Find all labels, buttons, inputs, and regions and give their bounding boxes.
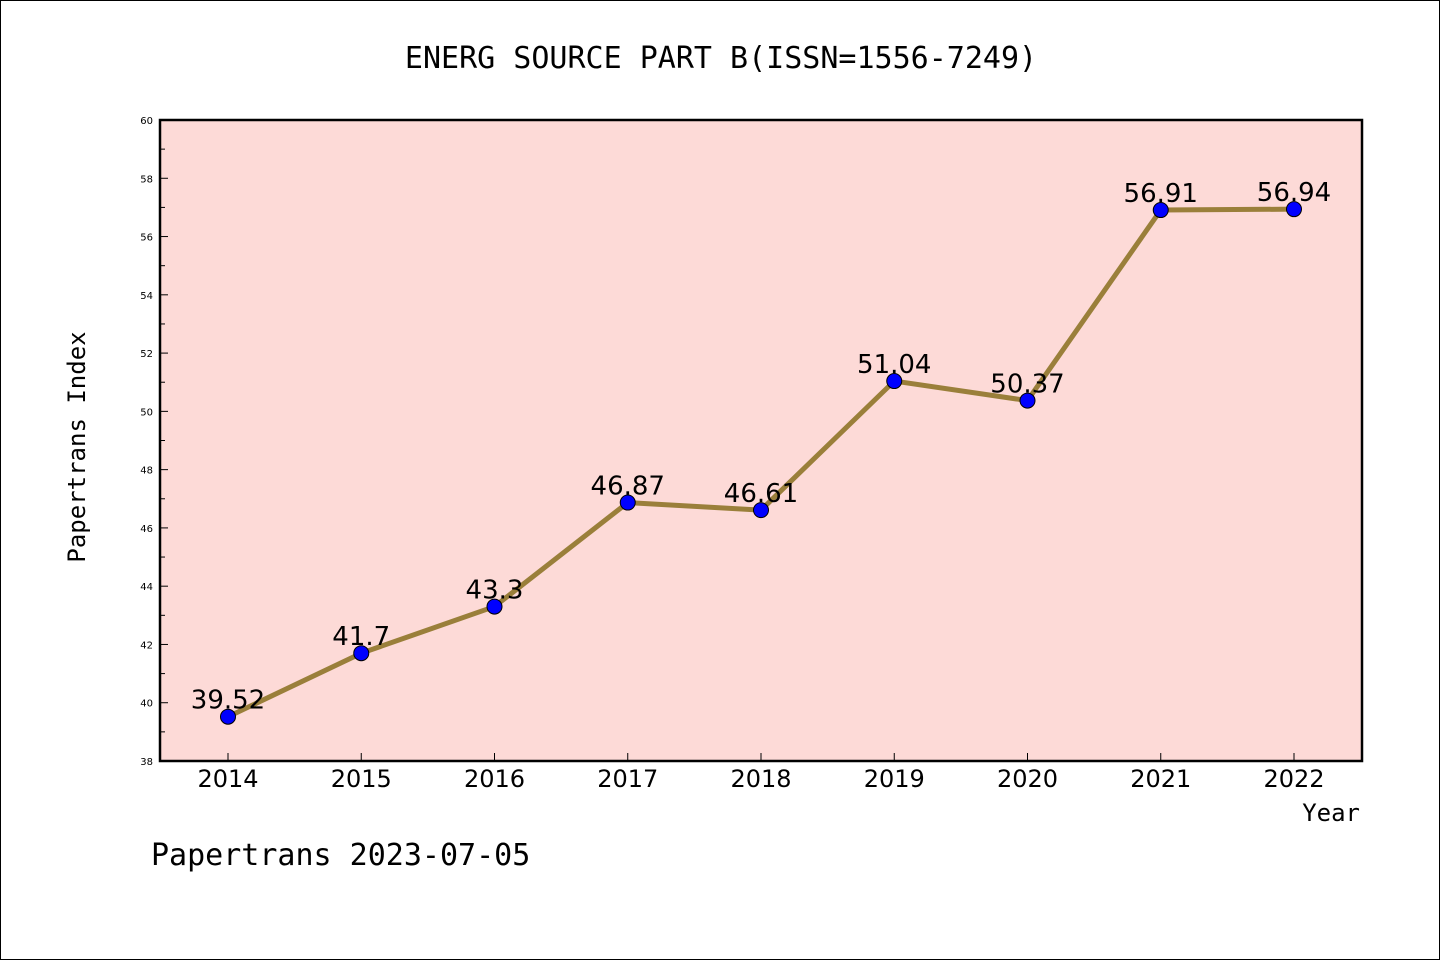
x-tick-label: 2014 bbox=[197, 765, 258, 793]
y-tick-label: 52 bbox=[140, 349, 153, 360]
data-label: 56.91 bbox=[1124, 179, 1198, 209]
data-point bbox=[619, 494, 636, 511]
y-axis: 38 40 42 44 46 48 50 52 54 56 58 60 bbox=[140, 116, 168, 768]
y-tick-label: 56 bbox=[140, 233, 153, 244]
chart-title: ENERG SOURCE PART B(ISSN=1556-7249) bbox=[405, 41, 1037, 76]
data-markers bbox=[220, 201, 1302, 725]
y-tick-label: 46 bbox=[140, 524, 153, 535]
y-tick-label: 54 bbox=[140, 291, 153, 302]
data-point bbox=[1286, 201, 1302, 218]
x-tick-label: 2015 bbox=[331, 765, 392, 793]
y-tick-label: 50 bbox=[140, 407, 153, 418]
x-tick-label: 2016 bbox=[464, 765, 525, 793]
data-point bbox=[1152, 202, 1169, 219]
data-label: 39.52 bbox=[191, 686, 265, 716]
x-tick-label: 2020 bbox=[997, 765, 1058, 793]
data-label: 46.87 bbox=[591, 472, 665, 502]
data-label: 56.94 bbox=[1257, 178, 1331, 208]
data-label: 50.37 bbox=[990, 370, 1064, 400]
data-label: 43.3 bbox=[466, 576, 524, 606]
y-tick-label: 42 bbox=[140, 640, 153, 651]
y-tick-label: 48 bbox=[140, 466, 153, 477]
data-point bbox=[353, 645, 370, 662]
x-axis: 2014 2015 2016 2017 2018 2019 2020 2021 2022 bbox=[197, 753, 1325, 793]
data-label: 46.61 bbox=[724, 479, 798, 509]
y-tick-label: 60 bbox=[140, 116, 153, 127]
x-tick-label: 2017 bbox=[597, 765, 658, 793]
data-point bbox=[486, 598, 503, 615]
x-tick-label: 2022 bbox=[1263, 765, 1324, 793]
y-tick-label: 38 bbox=[140, 757, 153, 768]
data-label: 51.04 bbox=[857, 350, 931, 380]
x-tick-label: 2019 bbox=[864, 765, 925, 793]
data-point bbox=[753, 502, 769, 519]
y-axis-label: Papertrans Index bbox=[63, 331, 91, 562]
x-tick-label: 2021 bbox=[1130, 765, 1191, 793]
x-axis-label: Year bbox=[1302, 799, 1360, 827]
x-tick-label: 2018 bbox=[730, 765, 791, 793]
data-label: 41.7 bbox=[332, 622, 390, 652]
y-tick-label: 58 bbox=[140, 174, 153, 185]
data-point bbox=[886, 373, 903, 390]
y-tick-label: 40 bbox=[140, 699, 153, 710]
y-tick-label: 44 bbox=[140, 582, 153, 593]
data-point bbox=[220, 708, 236, 725]
data-labels: 39.52 41.7 43.3 46.87 46.61 51.04 50.37 56.91 56… bbox=[191, 178, 1331, 716]
data-point bbox=[1019, 392, 1036, 409]
footer-text: Papertrans 2023-07-05 bbox=[151, 838, 530, 873]
